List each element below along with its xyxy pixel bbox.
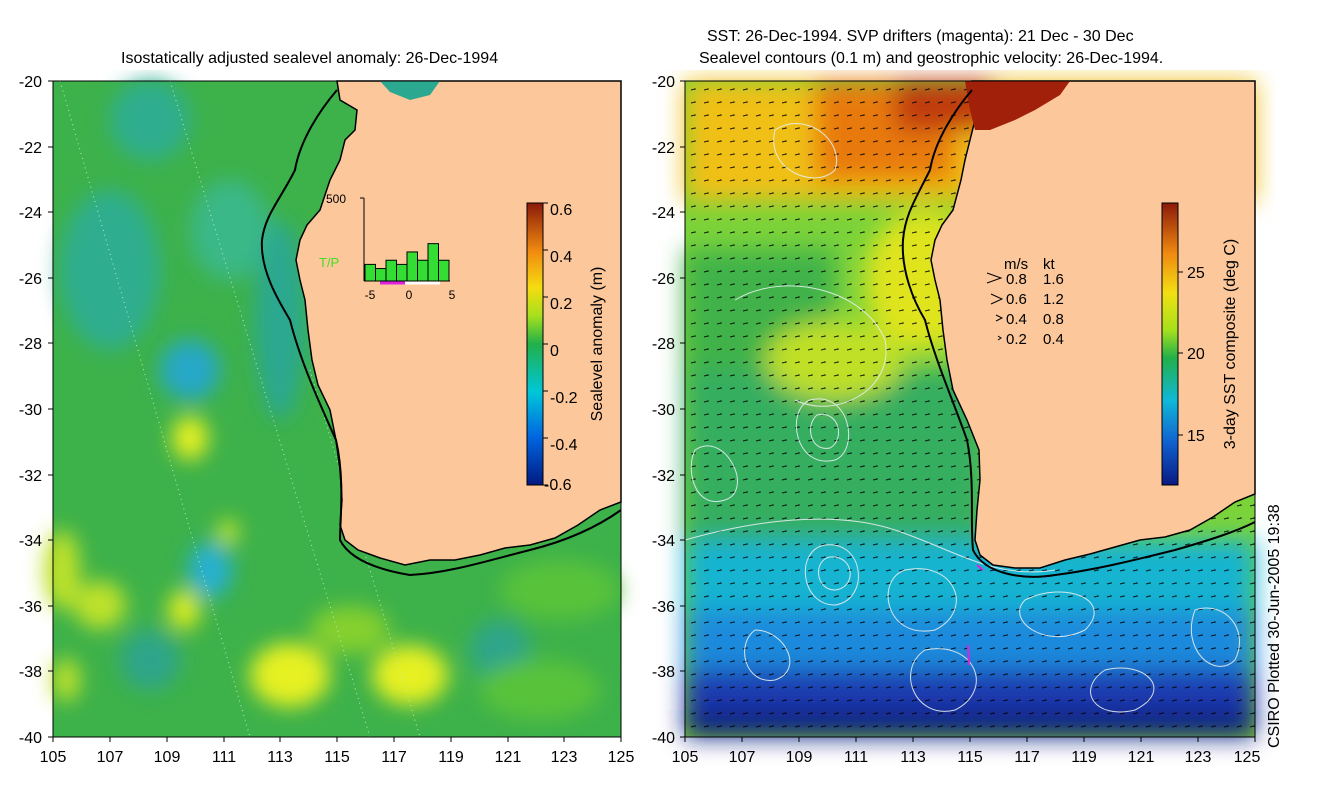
left-y-tick-4: -28	[19, 336, 42, 353]
velocity-legend: m/s kt 0.8 1.6 0.6 1.2 0.4 0.8 0.2 0.4	[986, 256, 1064, 348]
sealevel-tick-0: 0.6	[550, 202, 572, 219]
right-y-tick-4: -28	[652, 336, 675, 353]
left-axis-ticks: 105 107 109 111 113 115 117 119 121 123 …	[19, 74, 635, 766]
right-map-title-line2: Sealevel contours (0.1 m) and geostrophi…	[699, 50, 1164, 67]
histogram-bars	[364, 243, 450, 282]
sealevel-tick-6: -0.6	[544, 477, 572, 494]
left-x-tick-3: 111	[212, 749, 236, 766]
right-y-tick-9: -38	[652, 664, 675, 681]
right-x-tick-0: 105	[672, 749, 699, 766]
velocity-kt-2: 0.8	[1043, 311, 1064, 328]
left-y-tick-10: -40	[19, 730, 42, 747]
histogram-x-tick-2: 5	[449, 288, 456, 302]
velocity-ms-1: 0.6	[1006, 291, 1027, 308]
sealevel-tick-3: 0	[550, 343, 559, 360]
sst-tick-1: 20	[1187, 346, 1205, 363]
histogram-bar	[417, 259, 429, 282]
left-x-tick-4: 113	[267, 749, 293, 766]
arrow-0.2-icon	[997, 335, 1002, 341]
right-x-tick-6: 117	[1014, 749, 1040, 766]
histogram-bar	[427, 243, 439, 282]
histogram-bar	[406, 251, 418, 282]
histogram-bar	[438, 259, 450, 282]
right-x-tick-10: 125	[1234, 749, 1261, 766]
histogram-x-tick-0: -5	[365, 288, 376, 302]
histogram-ymax: 500	[326, 192, 346, 206]
left-map-title: Isostatically adjusted sealevel anomaly:…	[121, 50, 499, 67]
histogram-series-label: T/P	[319, 255, 339, 270]
left-y-tick-3: -26	[19, 271, 42, 288]
right-y-tick-1: -22	[652, 140, 675, 157]
velocity-kt-1: 1.2	[1043, 291, 1064, 308]
sst-colorbar: 25 20 15 3-day SST composite (deg C)	[1161, 202, 1239, 486]
velocity-kt-3: 0.4	[1043, 331, 1064, 348]
altimetry-histogram: 500 T/P -5 0 5	[319, 192, 456, 302]
plot-credit: CSIRO Plotted 30-Jun-2005 19:38	[1266, 504, 1283, 748]
svp-drifter-tracks	[967, 564, 984, 666]
left-x-tick-6: 117	[381, 749, 407, 766]
velocity-ms-2: 0.4	[1006, 311, 1027, 328]
left-x-tick-8: 121	[495, 749, 522, 766]
left-x-tick-0: 105	[40, 749, 67, 766]
histogram-bar	[364, 263, 376, 282]
left-x-tick-1: 107	[97, 749, 124, 766]
velocity-ms-3: 0.2	[1006, 331, 1027, 348]
left-x-tick-10: 125	[608, 749, 635, 766]
histogram-x-tick-1: 0	[406, 288, 413, 302]
right-y-tick-0: -20	[652, 74, 675, 91]
arrow-0.8-icon	[986, 272, 1003, 284]
left-y-tick-6: -32	[19, 468, 42, 485]
left-x-tick-7: 119	[438, 749, 464, 766]
right-x-tick-3: 111	[844, 749, 868, 766]
sealevel-tick-5: -0.4	[550, 437, 578, 454]
left-x-tick-5: 115	[324, 749, 350, 766]
arrow-0.6-icon	[990, 293, 1004, 305]
sealevel-tick-4: -0.2	[550, 390, 578, 407]
arrow-0.4-icon	[995, 314, 1004, 322]
sealevel-colorbar: 0.6 0.4 0.2 0 -0.2 -0.4 -0.6 Sealevel an…	[526, 202, 606, 494]
right-map-title-line1: SST: 26-Dec-1994. SVP drifters (magenta)…	[707, 28, 1134, 45]
right-y-tick-7: -34	[652, 533, 675, 550]
right-axis-ticks: 105 107 109 111 113 115 117 119 121 123 …	[652, 74, 1261, 766]
left-y-tick-2: -24	[19, 205, 42, 222]
velocity-legend-header-ms: m/s	[1004, 256, 1028, 273]
sst-tick-2: 15	[1187, 428, 1205, 445]
right-y-tick-6: -32	[652, 468, 675, 485]
histogram-bar	[396, 263, 408, 282]
right-y-tick-3: -26	[652, 271, 675, 288]
left-x-tick-9: 123	[551, 749, 578, 766]
left-y-tick-5: -30	[19, 402, 42, 419]
velocity-ms-0: 0.8	[1006, 271, 1027, 288]
histogram-bar	[385, 259, 397, 282]
sealevel-tick-1: 0.4	[550, 249, 572, 266]
velocity-kt-0: 1.6	[1043, 271, 1064, 288]
left-sealevel-map: 105 107 109 111 113 115 117 119 121 123 …	[19, 74, 635, 766]
right-x-tick-4: 113	[900, 749, 926, 766]
right-y-tick-2: -24	[652, 205, 675, 222]
left-y-tick-7: -34	[19, 533, 42, 550]
histogram-bar	[375, 268, 387, 282]
right-x-tick-2: 109	[786, 749, 813, 766]
right-x-tick-5: 115	[957, 749, 983, 766]
right-x-tick-1: 107	[729, 749, 756, 766]
sst-colorbar-label: 3-day SST composite (deg C)	[1222, 239, 1239, 449]
right-x-tick-9: 123	[1185, 749, 1212, 766]
sst-tick-0: 25	[1187, 265, 1205, 282]
sealevel-colorbar-label: Sealevel anomaly (m)	[589, 267, 606, 422]
right-sst-map: 105 107 109 111 113 115 117 119 121 123 …	[652, 74, 1261, 766]
right-y-tick-10: -40	[652, 730, 675, 747]
left-y-tick-1: -22	[19, 140, 42, 157]
left-y-tick-9: -38	[19, 664, 42, 681]
left-y-tick-8: -36	[19, 599, 42, 616]
right-x-tick-8: 121	[1128, 749, 1155, 766]
sealevel-tick-2: 0.2	[550, 296, 572, 313]
right-y-tick-5: -30	[652, 402, 675, 419]
left-x-tick-2: 109	[154, 749, 181, 766]
right-y-tick-8: -36	[652, 599, 675, 616]
left-y-tick-0: -20	[19, 74, 42, 91]
velocity-legend-header-kt: kt	[1043, 256, 1056, 273]
right-x-tick-7: 119	[1071, 749, 1097, 766]
